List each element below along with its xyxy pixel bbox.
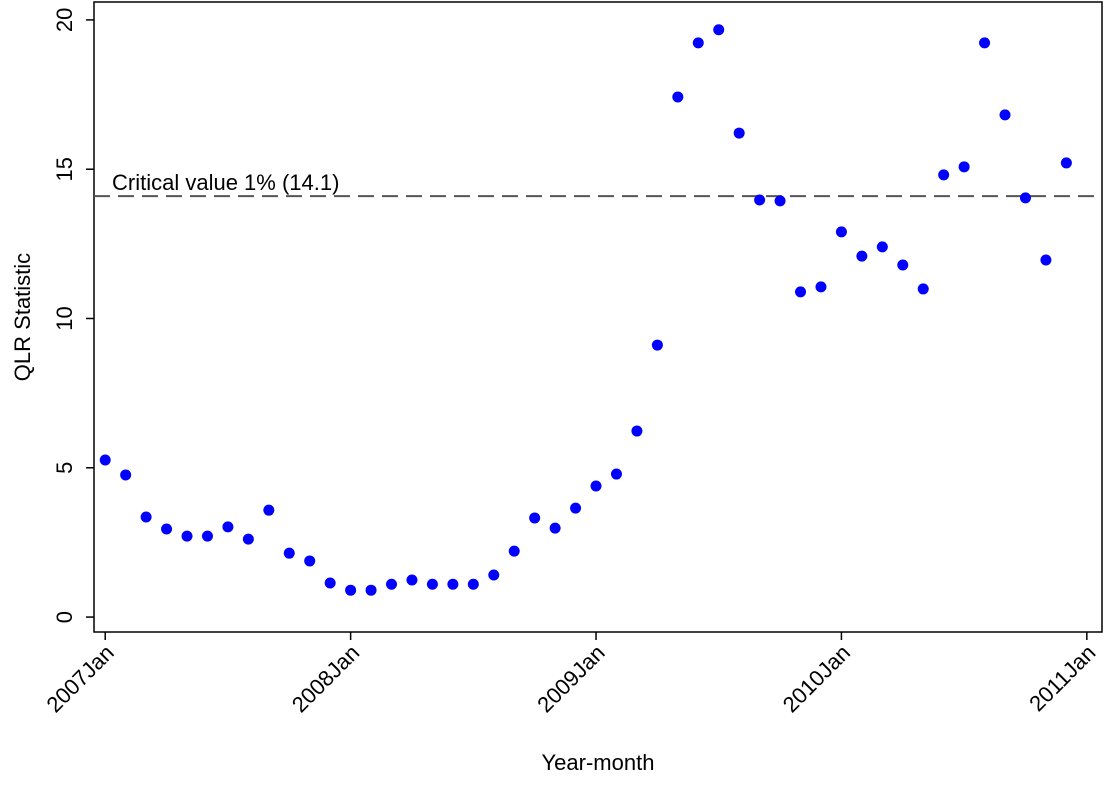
- point: [549, 522, 561, 534]
- point: [345, 584, 357, 596]
- point: [733, 127, 745, 139]
- point: [897, 259, 909, 271]
- x-axis-title: Year-month: [542, 750, 655, 775]
- point: [835, 226, 847, 238]
- point: [590, 480, 602, 492]
- point: [406, 574, 418, 586]
- x-tick-label: 2009Jan: [532, 640, 609, 717]
- point: [631, 425, 643, 437]
- point: [386, 578, 398, 590]
- point: [120, 469, 132, 481]
- y-tick-label: 5: [52, 462, 77, 474]
- point: [201, 530, 213, 542]
- point: [304, 555, 316, 567]
- point: [529, 512, 541, 524]
- point: [713, 24, 725, 36]
- point: [365, 584, 377, 596]
- point: [467, 578, 479, 590]
- y-axis-title: QLR Statistic: [10, 253, 35, 381]
- point: [161, 523, 173, 535]
- y-tick-label: 10: [52, 306, 77, 330]
- point: [508, 545, 520, 557]
- point: [610, 468, 622, 480]
- point: [1060, 157, 1072, 169]
- point: [570, 502, 582, 514]
- point: [283, 547, 295, 559]
- x-tick-label: 2008Jan: [287, 640, 364, 717]
- point: [181, 530, 193, 542]
- point: [222, 521, 234, 533]
- point: [754, 194, 766, 206]
- point: [651, 339, 663, 351]
- x-tick-label: 2010Jan: [778, 640, 855, 717]
- point: [692, 37, 704, 49]
- point: [1040, 254, 1052, 266]
- point: [979, 37, 991, 49]
- plot-frame: [93, 1, 1103, 633]
- point: [447, 578, 459, 590]
- point: [242, 533, 254, 545]
- point: [426, 578, 438, 590]
- point: [774, 195, 786, 207]
- point: [99, 454, 111, 466]
- point: [795, 286, 807, 298]
- point: [999, 109, 1011, 121]
- point: [958, 161, 970, 173]
- point: [856, 250, 868, 262]
- point: [672, 91, 684, 103]
- y-tick-label: 0: [52, 611, 77, 623]
- x-tick-label: 2011Jan: [1024, 640, 1100, 716]
- point: [263, 504, 275, 516]
- reference-label: Critical value 1% (14.1): [112, 170, 339, 195]
- point: [876, 241, 888, 253]
- point: [938, 169, 950, 181]
- y-tick-label: 15: [52, 157, 77, 181]
- point: [815, 281, 827, 293]
- point: [917, 283, 929, 295]
- point: [488, 569, 500, 581]
- x-tick-label: 2007Jan: [41, 640, 118, 717]
- point: [1019, 192, 1031, 204]
- y-tick-label: 20: [52, 8, 77, 32]
- point: [324, 577, 336, 589]
- point: [140, 511, 152, 523]
